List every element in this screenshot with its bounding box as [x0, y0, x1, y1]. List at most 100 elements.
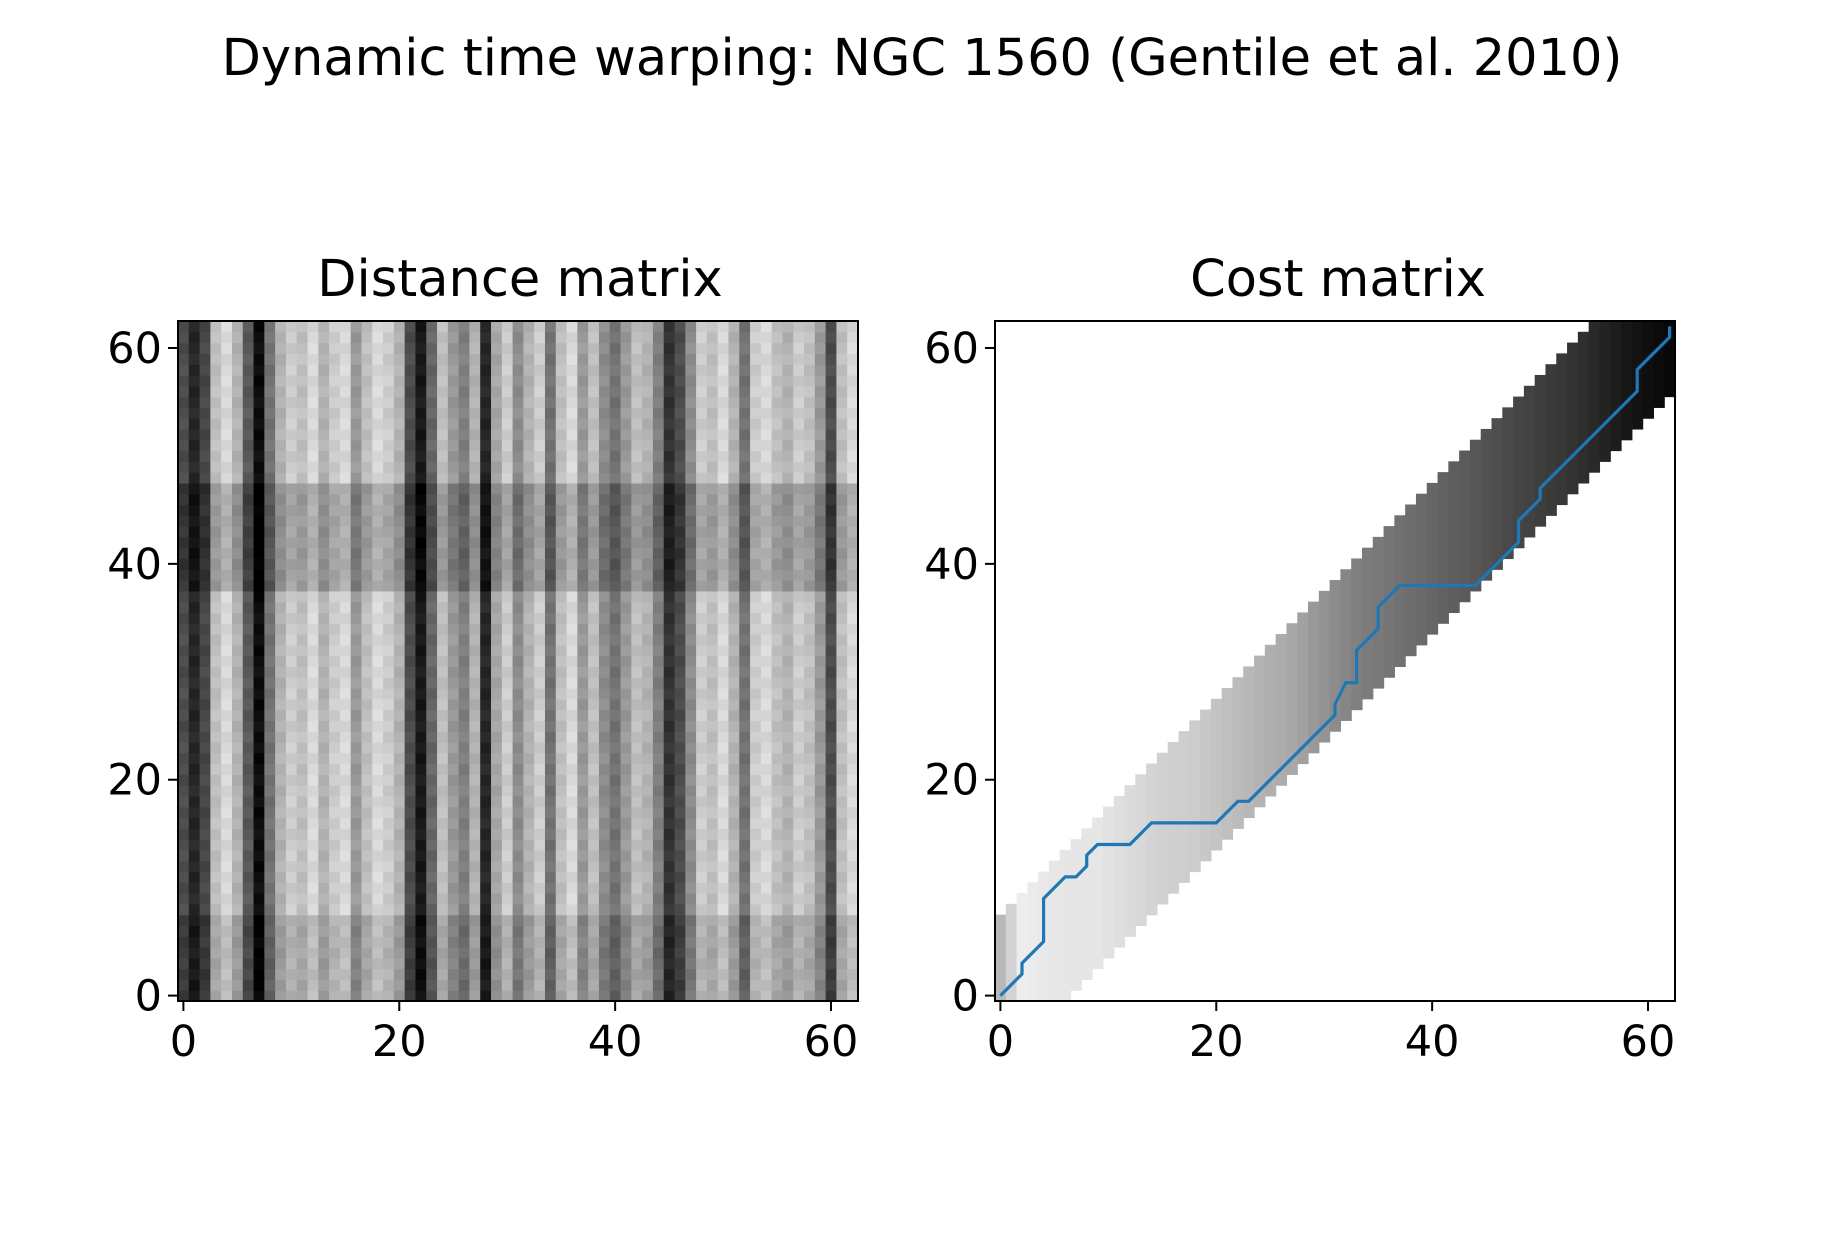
- heatmap-cell: [188, 990, 201, 1002]
- heatmap-cell: [350, 558, 363, 570]
- heatmap-cell: [760, 396, 773, 408]
- heatmap-cell: [178, 536, 190, 549]
- heatmap-cell: [804, 644, 816, 657]
- heatmap-cell: [372, 407, 384, 419]
- heatmap-cell: [188, 698, 201, 711]
- heatmap-cell: [318, 461, 330, 473]
- heatmap-cell: [188, 472, 201, 484]
- heatmap-cell: [307, 590, 319, 603]
- heatmap-cell: [501, 979, 514, 991]
- heatmap-cell: [706, 331, 719, 344]
- heatmap-cell: [663, 342, 676, 354]
- heatmap-cell: [739, 472, 751, 484]
- heatmap-cell: [696, 828, 708, 840]
- heatmap-cell: [685, 482, 697, 495]
- heatmap-cell: [1437, 504, 1449, 516]
- heatmap-cell: [188, 580, 201, 592]
- heatmap-cell: [231, 321, 244, 333]
- heatmap-cell: [836, 601, 848, 614]
- heatmap-cell: [728, 828, 740, 840]
- heatmap-cell: [1286, 677, 1298, 689]
- heatmap-cell: [437, 612, 449, 624]
- heatmap-cell: [426, 731, 438, 743]
- heatmap-cell: [469, 990, 481, 1002]
- heatmap-cell: [825, 731, 838, 743]
- heatmap-cell: [437, 482, 449, 495]
- heatmap-cell: [480, 936, 492, 948]
- heatmap-cell: [1210, 752, 1223, 765]
- heatmap-cell: [1502, 461, 1514, 473]
- heatmap-cell: [1297, 655, 1309, 667]
- heatmap-cell: [426, 666, 438, 678]
- heatmap-cell: [285, 353, 298, 365]
- heatmap-cell: [372, 925, 384, 937]
- heatmap-cell: [199, 482, 211, 495]
- heatmap-cell: [426, 536, 438, 549]
- heatmap-cell: [836, 795, 848, 808]
- heatmap-cell: [534, 321, 546, 333]
- heatmap-cell: [1405, 526, 1417, 538]
- heatmap-cell: [760, 947, 773, 959]
- heatmap-cell: [750, 774, 762, 786]
- heatmap-cell: [1081, 839, 1093, 851]
- heatmap-cell: [620, 601, 632, 614]
- heatmap-cell: [609, 666, 622, 678]
- heatmap-cell: [804, 385, 816, 398]
- heatmap-cell: [188, 914, 201, 927]
- heatmap-cell: [1513, 439, 1525, 452]
- heatmap-cell: [469, 428, 481, 441]
- heatmap-cell: [393, 709, 406, 721]
- heatmap-cell: [491, 385, 503, 398]
- heatmap-cell: [264, 547, 276, 560]
- heatmap-cell: [804, 785, 816, 797]
- heatmap-cell: [426, 428, 438, 441]
- heatmap-cell: [771, 331, 784, 344]
- heatmap-cell: [372, 763, 384, 775]
- heatmap-cell: [501, 439, 514, 452]
- heatmap-cell: [447, 601, 460, 614]
- heatmap-cell: [447, 580, 460, 592]
- heatmap-cell: [793, 472, 805, 484]
- heatmap-cell: [253, 893, 265, 905]
- heatmap-cell: [771, 547, 784, 560]
- heatmap-cell: [512, 569, 524, 581]
- heatmap-cell: [404, 795, 417, 808]
- heatmap-cell: [339, 860, 352, 873]
- heatmap-cell: [426, 752, 438, 765]
- heatmap-cell: [350, 590, 363, 603]
- heatmap-cell: [350, 839, 363, 851]
- heatmap-cell: [814, 558, 827, 570]
- heatmap-cell: [631, 752, 643, 765]
- heatmap-cell: [415, 590, 427, 603]
- heatmap-cell: [728, 580, 740, 592]
- heatmap-cell: [512, 957, 524, 970]
- heatmap-cell: [728, 709, 740, 721]
- heatmap-cell: [1178, 752, 1190, 765]
- heatmap-cell: [631, 871, 643, 883]
- heatmap-cell: [275, 644, 287, 657]
- heatmap-cell: [706, 428, 719, 441]
- heatmap-cell: [275, 828, 287, 840]
- heatmap-cell: [685, 947, 697, 959]
- heatmap-cell: [555, 795, 568, 808]
- heatmap-cell: [199, 752, 211, 765]
- heatmap-cell: [717, 450, 730, 462]
- heatmap-cell: [221, 806, 233, 819]
- heatmap-cell: [782, 601, 794, 614]
- heatmap-cell: [231, 795, 244, 808]
- heatmap-cell: [1556, 374, 1568, 387]
- heatmap-cell: [793, 558, 805, 570]
- heatmap-cell: [674, 450, 686, 462]
- heatmap-cell: [544, 698, 557, 711]
- heatmap-cell: [361, 342, 373, 354]
- heatmap-cell: [221, 331, 233, 344]
- heatmap-cell: [253, 623, 265, 635]
- heatmap-cell: [178, 936, 190, 948]
- heatmap-cell: [285, 472, 298, 484]
- heatmap-cell: [663, 774, 676, 786]
- heatmap-cell: [404, 439, 417, 452]
- heatmap-cell: [642, 428, 654, 441]
- heatmap-cell: [404, 634, 417, 646]
- heatmap-cell: [804, 634, 816, 646]
- heatmap-cell: [771, 612, 784, 624]
